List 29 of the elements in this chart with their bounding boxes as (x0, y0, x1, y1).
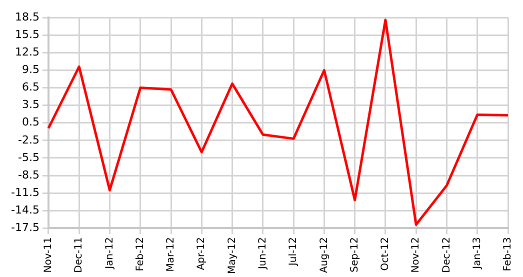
x-tick-label: Aug-12 (318, 237, 330, 274)
y-tick-label: 12.5 (14, 46, 40, 59)
x-tick-label: Dec-11 (74, 237, 85, 273)
x-tick-label: Oct-12 (380, 237, 392, 271)
y-tick-label: 18.5 (14, 10, 40, 24)
y-tick-label: 15.5 (14, 28, 40, 42)
x-tick-label: Apr-12 (196, 237, 208, 270)
x-tick-label: Jan-13 (472, 237, 483, 270)
y-tick-label: -8.5 (18, 168, 40, 182)
x-tick-label: Nov-11 (43, 237, 54, 273)
y-tick-label: -17.5 (10, 221, 40, 234)
x-tick-label: Feb-12 (134, 237, 146, 272)
y-tick-label: -2.5 (18, 133, 40, 146)
x-tick-label: Jan-12 (104, 237, 116, 270)
x-tick-label: Mar-12 (166, 237, 177, 272)
y-tick-label: 3.5 (22, 98, 40, 112)
x-tick-label: Feb-13 (502, 237, 514, 272)
y-tick-label: 6.5 (22, 80, 40, 94)
y-tick-label: 0.5 (22, 116, 40, 129)
x-tick-label: May-12 (226, 237, 238, 274)
x-tick-label: Jul-12 (288, 237, 300, 267)
y-tick-label: 9.5 (22, 63, 40, 76)
y-tick-label: -14.5 (10, 203, 40, 216)
x-tick-label: Sep-12 (349, 237, 360, 272)
y-tick-label: -11.5 (10, 186, 40, 199)
x-tick-label: Jun-12 (258, 237, 269, 270)
x-tick-label: Nov-12 (410, 237, 422, 273)
x-tick-label: Dec-12 (441, 237, 452, 273)
y-tick-label: -5.5 (18, 150, 40, 164)
